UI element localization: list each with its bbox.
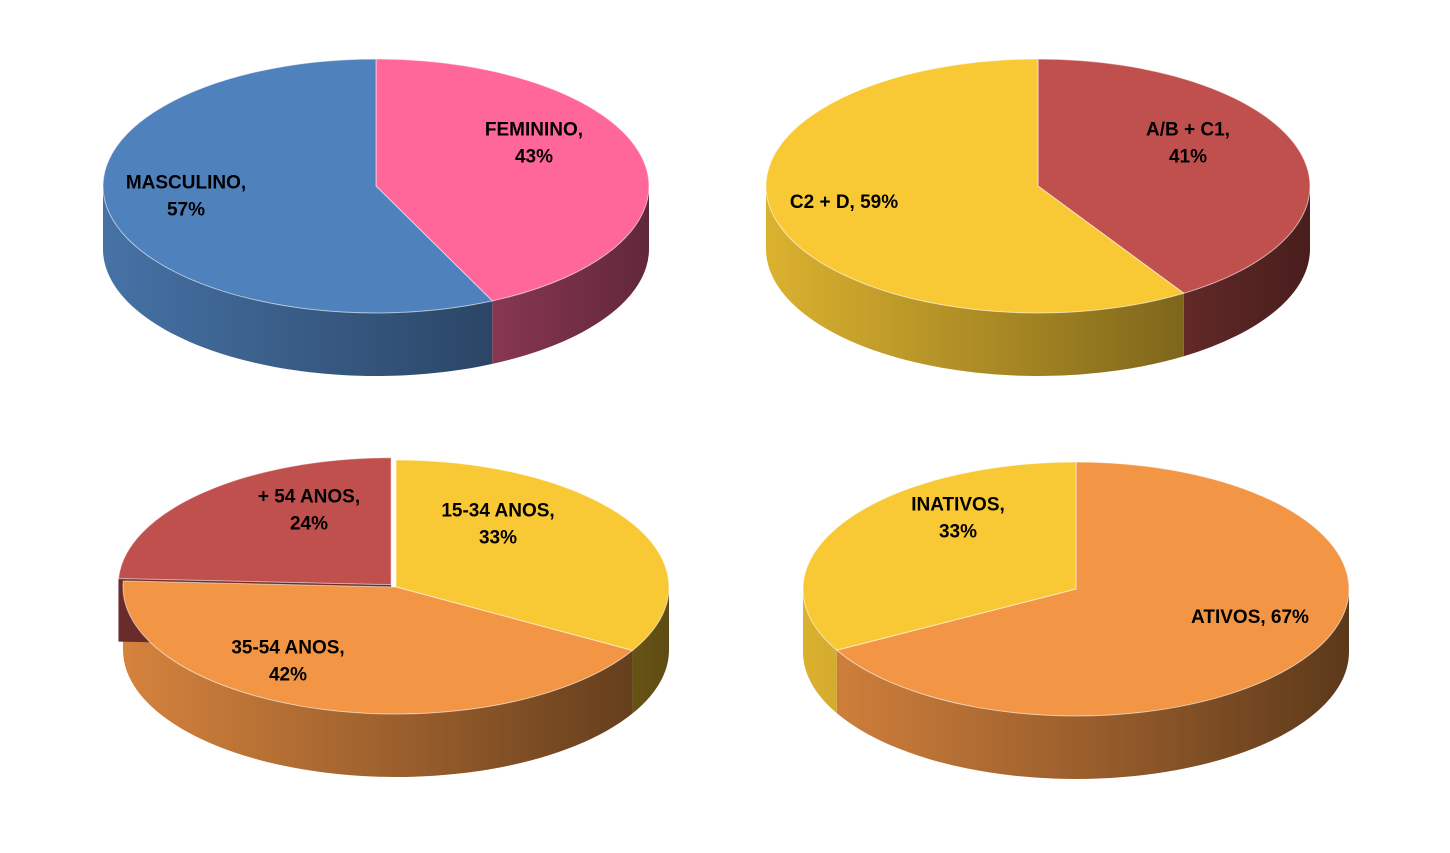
pie-chart-atividade: ATIVOS, 67% INATIVOS, 33% [802,461,1350,779]
pie-slice-side-masculino [103,186,493,376]
pie-top [102,58,650,314]
pie-slice-side-35-54-anos [123,587,633,777]
data-label-ativos: ATIVOS, 67% [1191,607,1309,628]
pie-slice-masculino [102,58,494,314]
data-label-c2-plus-d: C2 + D, 59% [790,192,898,213]
pie-slice-side-a-b-plus-c1 [1183,186,1310,357]
pie-slice-plus-54-anos [117,457,392,586]
data-label-35-54-anos: 35-54 ANOS, 42% [231,638,344,686]
pie-slice-15-34-anos [395,459,670,652]
data-label-feminino: FEMININO, 43% [485,120,583,168]
pie-slice-side-feminino [492,186,649,364]
data-label-a-b-plus-c1: A/B + C1, 41% [1146,120,1230,168]
pie-slice-inativos [802,461,1077,651]
data-label-inativos: INATIVOS, 33% [911,495,1005,543]
pie-top [765,58,1311,314]
pie-labels: 15-34 ANOS, 33% 35-54 ANOS, 42% + 54 ANOS, 24… [231,487,554,686]
pie-slice-side-15-34-anos [632,587,669,714]
pie-top [117,457,670,715]
pie-sides [103,186,649,376]
pie-labels: ATIVOS, 67% INATIVOS, 33% [911,495,1309,629]
data-label-plus-54-anos: + 54 ANOS, 24% [258,487,360,535]
pie-sides [803,589,1349,779]
pie-sides [766,186,1310,376]
pie-slice-feminino [375,58,650,302]
pie-slice-side-ativos [836,589,1349,779]
pie-slice-c2-plus-d [765,58,1185,314]
pie-slice-side-c2-plus-d [766,186,1184,376]
pie-top [802,461,1350,717]
pie-slice-ativos [835,461,1350,717]
data-label-masculino: MASCULINO, 57% [126,173,246,221]
pie-chart-faixa-etaria: 15-34 ANOS, 33% 35-54 ANOS, 42% + 54 ANOS, 24… [117,457,670,777]
pie-slice-side-inativos [803,589,837,714]
pie-chart-sexo: FEMININO, 43% MASCULINO, 57% [102,58,650,376]
pie-labels: A/B + C1, 41% C2 + D, 59% [790,120,1230,214]
pie-chart-classe-social: A/B + C1, 41% C2 + D, 59% [765,58,1311,376]
pie-slice-35-54-anos [122,580,634,715]
data-label-15-34-anos: 15-34 ANOS, 33% [441,501,554,549]
pie-slice-a-b-plus-c1 [1037,58,1311,294]
pie-labels: FEMININO, 43% MASCULINO, 57% [126,120,583,221]
